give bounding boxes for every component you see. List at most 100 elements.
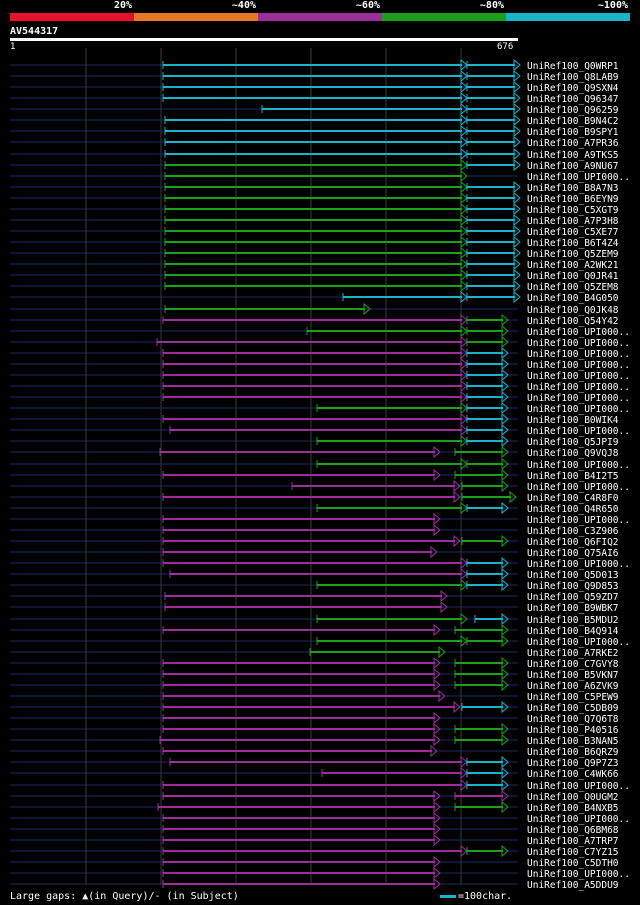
hit-row[interactable]: UniRef100_UPI000.. bbox=[10, 512, 630, 526]
hit-row[interactable]: UniRef100_C5DB09 bbox=[10, 700, 619, 714]
hit-row[interactable]: UniRef100_B8A7N3 bbox=[10, 180, 619, 194]
hit-row[interactable]: UniRef100_B6QRZ9 bbox=[10, 744, 619, 758]
hit-label[interactable]: UniRef100_C3Z906 bbox=[527, 526, 619, 537]
hit-label[interactable]: UniRef100_Q59ZD7 bbox=[527, 592, 619, 603]
hit-row[interactable]: UniRef100_Q8LAB9 bbox=[10, 69, 619, 83]
hit-label[interactable]: UniRef100_Q9P7Z3 bbox=[527, 758, 619, 769]
hit-label[interactable]: UniRef100_C5DB09 bbox=[527, 703, 619, 714]
hit-label[interactable]: UniRef100_Q6BM68 bbox=[527, 825, 619, 836]
hit-row[interactable]: UniRef100_B5MDU2 bbox=[10, 612, 619, 626]
hit-row[interactable]: UniRef100_UPI000.. bbox=[10, 423, 630, 437]
hit-row[interactable]: UniRef100_B9WBK7 bbox=[10, 600, 619, 614]
hit-label[interactable]: UniRef100_Q6FIQ2 bbox=[527, 537, 619, 548]
hit-label[interactable]: UniRef100_Q0WRP1 bbox=[527, 61, 619, 72]
hit-label[interactable]: UniRef100_C4WK66 bbox=[527, 769, 619, 780]
hit-row[interactable]: UniRef100_C5XGT9 bbox=[10, 202, 619, 216]
hit-row[interactable]: UniRef100_B4G050 bbox=[10, 290, 619, 304]
hit-label[interactable]: UniRef100_B0WIK4 bbox=[527, 415, 619, 426]
hit-row[interactable]: UniRef100_Q5JPI9 bbox=[10, 434, 619, 448]
hit-row[interactable]: UniRef100_UPI000.. bbox=[10, 357, 630, 371]
hit-row[interactable]: UniRef100_B6T4Z4 bbox=[10, 235, 619, 249]
hit-label[interactable]: UniRef100_B3NAN5 bbox=[527, 736, 619, 747]
hit-label[interactable]: UniRef100_Q75AI6 bbox=[527, 548, 619, 559]
hit-row[interactable]: UniRef100_Q96347 bbox=[10, 91, 619, 105]
hit-row[interactable]: UniRef100_P40516 bbox=[10, 722, 619, 736]
hit-label[interactable]: UniRef100_UPI000.. bbox=[527, 637, 630, 648]
hit-label[interactable]: UniRef100_Q0UGM2 bbox=[527, 792, 619, 803]
hit-row[interactable]: UniRef100_Q54Y42 bbox=[10, 313, 619, 327]
hit-label[interactable]: UniRef100_A2WK21 bbox=[527, 260, 619, 271]
hit-label[interactable]: UniRef100_UPI000.. bbox=[527, 360, 630, 371]
hit-row[interactable]: UniRef100_UPI000.. bbox=[10, 346, 630, 360]
hit-label[interactable]: UniRef100_Q5D013 bbox=[527, 570, 619, 581]
hit-label[interactable]: UniRef100_C5DTH0 bbox=[527, 858, 619, 869]
hit-label[interactable]: UniRef100_C7YZ15 bbox=[527, 847, 619, 858]
hit-row[interactable]: UniRef100_B9SPY1 bbox=[10, 124, 619, 138]
hit-row[interactable]: UniRef100_B3NAN5 bbox=[10, 733, 619, 747]
hit-label[interactable]: UniRef100_Q96259 bbox=[527, 105, 619, 116]
hit-label[interactable]: UniRef100_B4NXB5 bbox=[527, 803, 619, 814]
hit-label[interactable]: UniRef100_Q96347 bbox=[527, 94, 619, 105]
hit-label[interactable]: UniRef100_B4G050 bbox=[527, 293, 619, 304]
hit-label[interactable]: UniRef100_A7TRP7 bbox=[527, 836, 619, 847]
hit-label[interactable]: UniRef100_UPI000.. bbox=[527, 559, 630, 570]
hit-label[interactable]: UniRef100_Q5JPI9 bbox=[527, 437, 619, 448]
hit-row[interactable]: UniRef100_Q9P7Z3 bbox=[10, 755, 619, 769]
hit-label[interactable]: UniRef100_UPI000.. bbox=[527, 371, 630, 382]
hit-label[interactable]: UniRef100_C4R8F0 bbox=[527, 493, 619, 504]
hit-label[interactable]: UniRef100_UPI000.. bbox=[527, 869, 630, 880]
hit-row[interactable]: UniRef100_Q0WRP1 bbox=[10, 58, 619, 72]
hit-row[interactable]: UniRef100_B4I2T5 bbox=[10, 468, 619, 482]
hit-row[interactable]: UniRef100_Q4R650 bbox=[10, 501, 619, 515]
hit-label[interactable]: UniRef100_P40516 bbox=[527, 725, 619, 736]
hit-label[interactable]: UniRef100_B5VKN7 bbox=[527, 670, 619, 681]
hit-row[interactable]: UniRef100_UPI000.. bbox=[10, 335, 630, 349]
hit-label[interactable]: UniRef100_C7GVY8 bbox=[527, 659, 619, 670]
hit-row[interactable]: UniRef100_Q0JR41 bbox=[10, 268, 619, 282]
hit-row[interactable]: UniRef100_C5DTH0 bbox=[10, 855, 619, 869]
hit-label[interactable]: UniRef100_C5XE77 bbox=[527, 227, 619, 238]
hit-row[interactable]: UniRef100_UPI000.. bbox=[10, 390, 630, 404]
hit-label[interactable]: UniRef100_UPI000.. bbox=[527, 327, 630, 338]
hit-label[interactable]: UniRef100_A5DDU9 bbox=[527, 880, 619, 891]
hit-label[interactable]: UniRef100_UPI000.. bbox=[527, 515, 630, 526]
hit-row[interactable]: UniRef100_A9TKS5 bbox=[10, 147, 619, 161]
hit-row[interactable]: UniRef100_Q6FIQ2 bbox=[10, 534, 619, 548]
hit-label[interactable]: UniRef100_UPI000.. bbox=[527, 349, 630, 360]
hit-label[interactable]: UniRef100_UPI000.. bbox=[527, 338, 630, 349]
hit-label[interactable]: UniRef100_B9SPY1 bbox=[527, 127, 619, 138]
hit-label[interactable]: UniRef100_B8A7N3 bbox=[527, 183, 619, 194]
hit-label[interactable]: UniRef100_UPI000.. bbox=[527, 393, 630, 404]
hit-label[interactable]: UniRef100_B4I2T5 bbox=[527, 471, 619, 482]
hit-label[interactable]: UniRef100_A7RKE2 bbox=[527, 648, 619, 659]
hit-row[interactable]: UniRef100_B9N4C2 bbox=[10, 113, 619, 127]
hit-row[interactable]: UniRef100_Q7Q6T8 bbox=[10, 711, 619, 725]
hit-label[interactable]: UniRef100_B9WBK7 bbox=[527, 603, 619, 614]
hit-row[interactable]: UniRef100_C4R8F0 bbox=[10, 490, 619, 504]
hit-row[interactable]: UniRef100_UPI000.. bbox=[10, 368, 630, 382]
hit-row[interactable]: UniRef100_A7RKE2 bbox=[10, 645, 619, 659]
hit-label[interactable]: UniRef100_C5XGT9 bbox=[527, 205, 619, 216]
hit-row[interactable]: UniRef100_Q0JK48 bbox=[10, 302, 619, 316]
hit-row[interactable]: UniRef100_B0WIK4 bbox=[10, 412, 619, 426]
hit-label[interactable]: UniRef100_B6EYN9 bbox=[527, 194, 619, 205]
hit-label[interactable]: UniRef100_UPI000.. bbox=[527, 404, 630, 415]
hit-row[interactable]: UniRef100_UPI000.. bbox=[10, 401, 630, 415]
hit-label[interactable]: UniRef100_Q9SXN4 bbox=[527, 83, 619, 94]
hit-row[interactable]: UniRef100_Q9SXN4 bbox=[10, 80, 619, 94]
hit-label[interactable]: UniRef100_B6QRZ9 bbox=[527, 747, 619, 758]
hit-label[interactable]: UniRef100_B6T4Z4 bbox=[527, 238, 619, 249]
hit-row[interactable]: UniRef100_B6EYN9 bbox=[10, 191, 619, 205]
hit-row[interactable]: UniRef100_Q9D853 bbox=[10, 578, 619, 592]
hit-label[interactable]: UniRef100_A6ZVK9 bbox=[527, 681, 619, 692]
hit-label[interactable]: UniRef100_UPI000.. bbox=[527, 460, 630, 471]
hit-label[interactable]: UniRef100_Q0JK48 bbox=[527, 305, 619, 316]
hit-row[interactable]: UniRef100_Q0UGM2 bbox=[10, 789, 619, 803]
hit-row[interactable]: UniRef100_UPI000.. bbox=[10, 479, 630, 493]
hit-label[interactable]: UniRef100_UPI000.. bbox=[527, 814, 630, 825]
hit-row[interactable]: UniRef100_Q75AI6 bbox=[10, 545, 619, 559]
hit-row[interactable]: UniRef100_UPI000.. bbox=[10, 457, 630, 471]
hit-row[interactable]: UniRef100_Q5ZEM9 bbox=[10, 246, 619, 260]
hit-row[interactable]: UniRef100_Q96259 bbox=[10, 102, 619, 116]
hit-row[interactable]: UniRef100_B4NXB5 bbox=[10, 800, 619, 814]
